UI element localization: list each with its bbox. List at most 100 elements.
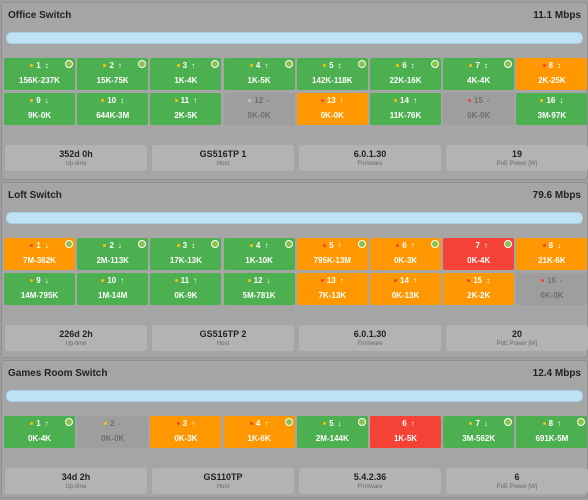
link-dot-icon — [174, 279, 178, 283]
port-tile-2[interactable]: 2 ↑ 15K-75K — [77, 58, 149, 90]
port-tile-5[interactable]: 5 ↕ 142K-118K — [296, 58, 368, 90]
port-header: 11 ↑ — [150, 275, 221, 287]
port-header: 15 ↕ — [443, 275, 514, 287]
link-dot-icon — [541, 279, 545, 283]
port-tile-3[interactable]: 3 ↑ 1K-4K — [150, 58, 222, 90]
link-dot-icon — [176, 244, 180, 248]
port-traffic: 14M-795K — [20, 291, 59, 300]
port-number: 3 — [182, 419, 188, 428]
port-tile-8[interactable]: 8 ↑ 691K-5M — [516, 416, 588, 448]
port-tile-9[interactable]: 9 ↓ 9K-0K — [4, 93, 75, 125]
link-dot-icon — [30, 279, 34, 283]
poe-icon — [431, 240, 439, 248]
port-number: 8 — [548, 419, 554, 428]
port-tile-4[interactable]: 4 ↑ 1K-10K — [223, 238, 295, 270]
traffic-bar — [6, 32, 583, 44]
port-traffic: 22K-16K — [389, 76, 422, 85]
port-tile-2[interactable]: 2- 0K-0K — [77, 416, 149, 448]
port-traffic: 2K-5K — [174, 111, 198, 120]
link-dot-icon — [103, 244, 107, 248]
port-tile-1[interactable]: 1 ↕ 156K-237K — [4, 58, 75, 90]
port-number: 9 — [36, 96, 41, 105]
port-tile-4[interactable]: 4 ↑ 1K-6K — [223, 416, 295, 448]
link-dot-icon — [394, 99, 398, 103]
direction-arrow-icon: - — [560, 276, 563, 285]
port-tile-4[interactable]: 4 ↑ 1K-5K — [223, 58, 295, 90]
port-tile-11[interactable]: 11 ↑ 2K-5K — [150, 93, 222, 125]
direction-arrow-icon: ↑ — [412, 96, 417, 105]
port-number: 4 — [255, 419, 261, 428]
direction-arrow-icon: ↑ — [337, 241, 342, 250]
port-tile-6[interactable]: 6 ↑ 1K-5K — [370, 416, 441, 448]
link-dot-icon — [320, 99, 324, 103]
port-header: 14 ↑ — [370, 275, 441, 287]
port-header: 3 ↑ — [150, 418, 221, 430]
direction-arrow-icon: ↑ — [339, 276, 344, 285]
link-dot-icon — [542, 244, 546, 248]
port-header: 8 ↕ — [516, 60, 587, 72]
port-tile-15[interactable]: 15- 0K-0K — [443, 93, 515, 125]
port-number: 6 — [402, 241, 407, 250]
port-tile-14[interactable]: 14 ↑ 0K-13K — [370, 273, 441, 305]
port-tile-8[interactable]: 8 ↓ 21K-6K — [516, 238, 588, 270]
port-tile-5[interactable]: 5 ↑ 795K-13M — [296, 238, 368, 270]
port-tile-16[interactable]: 16- 0K-0K — [516, 273, 588, 305]
port-tile-3[interactable]: 3 ↑ 0K-3K — [150, 416, 222, 448]
port-tile-12[interactable]: 12- 0K-0K — [223, 93, 295, 125]
port-traffic: 1K-10K — [245, 256, 273, 265]
port-tile-10[interactable]: 10 ↑ 1M-14M — [77, 273, 149, 305]
link-dot-icon — [249, 64, 253, 68]
port-tile-16[interactable]: 16 ↓ 3M-97K — [516, 93, 588, 125]
port-tile-2[interactable]: 2 ↓ 2M-113K — [77, 238, 149, 270]
info-label: Up-time — [65, 484, 87, 490]
direction-arrow-icon: ↕ — [191, 241, 196, 250]
port-tile-1[interactable]: 1 ↑ 0K-4K — [4, 416, 75, 448]
poe-icon — [65, 418, 73, 426]
port-tile-5[interactable]: 5 ↓ 2M-144K — [296, 416, 368, 448]
port-tile-3[interactable]: 3 ↕ 17K-13K — [150, 238, 222, 270]
port-tile-6[interactable]: 6 ↕ 22K-16K — [370, 58, 441, 90]
direction-arrow-icon: ↕ — [410, 61, 415, 70]
port-header: 15- — [443, 95, 514, 107]
port-traffic: 0K-0K — [540, 291, 564, 300]
port-tile-11[interactable]: 11 ↑ 0K-9K — [150, 273, 222, 305]
port-traffic: 1K-6K — [247, 434, 271, 443]
port-tile-6[interactable]: 6 ↑ 0K-3K — [370, 238, 441, 270]
port-tile-15[interactable]: 15 ↕ 2K-2K — [443, 273, 515, 305]
link-dot-icon — [396, 422, 400, 426]
direction-arrow-icon: ↓ — [44, 276, 49, 285]
direction-arrow-icon: ↑ — [191, 61, 196, 70]
port-tile-13[interactable]: 13 ↑ 7K-13K — [296, 273, 368, 305]
direction-arrow-icon: ↑ — [264, 241, 269, 250]
port-tile-13[interactable]: 13 ↑ 0K-0K — [296, 93, 368, 125]
port-number: 7 — [475, 241, 480, 250]
port-tile-9[interactable]: 9 ↓ 14M-795K — [4, 273, 75, 305]
info-value: 6 — [514, 472, 520, 482]
port-tile-14[interactable]: 14 ↑ 11K-76K — [370, 93, 441, 125]
direction-arrow-icon: ↓ — [557, 241, 562, 250]
port-traffic: 15K-75K — [96, 76, 129, 85]
port-number: 5 — [329, 419, 334, 428]
port-number: 7 — [475, 61, 480, 70]
info-box-firmware: 6.0.1.30 Firmware — [299, 325, 441, 351]
port-header: 4 ↑ — [224, 60, 295, 72]
port-traffic: 5M-781K — [242, 291, 276, 300]
port-header: 9 ↓ — [4, 275, 75, 287]
port-traffic: 795K-13M — [313, 256, 351, 265]
port-number: 15 — [473, 96, 483, 105]
link-dot-icon — [103, 64, 107, 68]
port-traffic: 11K-76K — [389, 111, 422, 120]
port-tile-7[interactable]: 7 ↕ 4K-4K — [443, 58, 515, 90]
port-tile-12[interactable]: 12 ↓ 5M-781K — [223, 273, 295, 305]
port-tile-1[interactable]: 1 ↓ 7M-362K — [4, 238, 75, 270]
port-tile-8[interactable]: 8 ↕ 2K-25K — [516, 58, 588, 90]
link-dot-icon — [249, 422, 253, 426]
port-tile-10[interactable]: 10 ↕ 644K-3M — [77, 93, 149, 125]
info-box-host: GS516TP 1 Host — [152, 145, 294, 171]
port-tile-7[interactable]: 7 ↓ 3M-562K — [443, 416, 515, 448]
port-header: 16 ↓ — [516, 95, 587, 107]
port-traffic: 691K-5M — [535, 434, 569, 443]
port-tile-7[interactable]: 7 ↑ 0K-4K — [443, 238, 515, 270]
direction-arrow-icon: ↓ — [117, 241, 122, 250]
port-header: 14 ↑ — [370, 95, 441, 107]
